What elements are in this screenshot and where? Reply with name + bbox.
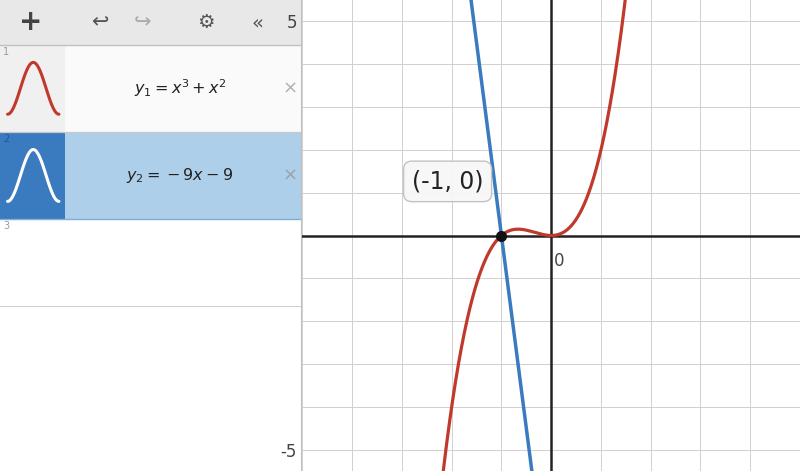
Text: ⚙: ⚙ bbox=[197, 13, 214, 32]
Text: 2: 2 bbox=[3, 134, 10, 144]
FancyBboxPatch shape bbox=[0, 132, 65, 219]
Text: (-1, 0): (-1, 0) bbox=[412, 170, 483, 194]
Text: ↩: ↩ bbox=[91, 12, 109, 32]
Text: 1: 1 bbox=[3, 47, 9, 57]
Text: 0: 0 bbox=[554, 252, 564, 270]
FancyBboxPatch shape bbox=[0, 0, 302, 45]
FancyBboxPatch shape bbox=[0, 45, 302, 132]
FancyBboxPatch shape bbox=[0, 306, 302, 471]
Text: 3: 3 bbox=[3, 221, 9, 231]
Text: +: + bbox=[18, 8, 42, 36]
FancyBboxPatch shape bbox=[0, 45, 65, 132]
Text: ×: × bbox=[282, 166, 298, 185]
Text: $y_2 = -9x - 9$: $y_2 = -9x - 9$ bbox=[126, 166, 234, 185]
Text: ↪: ↪ bbox=[134, 12, 151, 32]
FancyBboxPatch shape bbox=[0, 132, 302, 219]
Text: $y_1 = x^3 + x^2$: $y_1 = x^3 + x^2$ bbox=[134, 77, 226, 99]
Text: ×: × bbox=[282, 79, 298, 97]
Text: «: « bbox=[251, 13, 263, 32]
FancyBboxPatch shape bbox=[0, 219, 302, 306]
